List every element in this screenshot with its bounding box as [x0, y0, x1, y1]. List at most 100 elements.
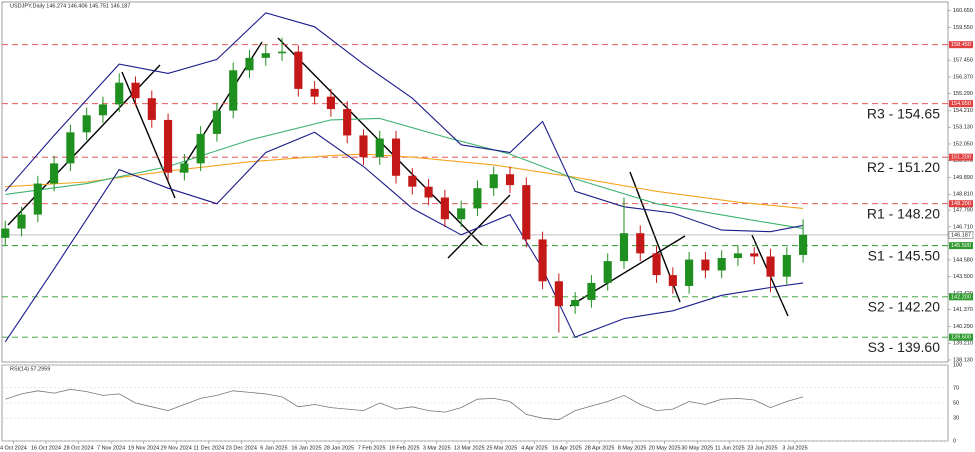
level-box: [949, 293, 973, 301]
candle-body: [408, 175, 417, 187]
level-label: R2 - 151.20: [867, 159, 940, 175]
current-price-label: 146.187: [951, 232, 971, 238]
x-tick-label: 4 Apr 2025: [521, 445, 548, 451]
level-label: S2 - 142.20: [868, 299, 941, 315]
x-tick-label: 7 Feb 2025: [358, 445, 386, 451]
current-price-box: [948, 231, 974, 239]
rsi-tick-label: 50: [953, 400, 959, 406]
y-tick-label: 138.130: [953, 357, 973, 363]
candle-body: [554, 281, 563, 307]
candle-body: [799, 234, 808, 255]
candle-body: [66, 132, 75, 164]
x-tick-label: 11 Jun 2025: [715, 445, 745, 451]
candle-body: [229, 70, 238, 111]
x-tick-label: 16 Apr 2025: [552, 445, 582, 451]
level-price: 139.600: [951, 335, 971, 341]
x-tick-label: 29 Nov 2024: [161, 445, 192, 451]
indicator-line: [5, 153, 804, 209]
candle-body: [261, 53, 270, 58]
y-tick-label: 159.550: [953, 25, 973, 31]
candle-body: [277, 51, 287, 54]
candle-body: [636, 233, 645, 254]
indicator-line: [5, 117, 804, 230]
x-tick-label: 19 Feb 2025: [389, 445, 420, 451]
level-box: [949, 200, 973, 208]
candle-body: [310, 88, 319, 97]
level-price: 151.200: [951, 155, 971, 161]
candle-body: [245, 57, 254, 71]
x-tick-label: 3 Jul 2025: [782, 445, 807, 451]
y-tick-label: 150.970: [953, 158, 973, 164]
rsi-tick-label: 100: [953, 362, 962, 368]
candle-body: [652, 253, 661, 276]
candle-body: [1, 228, 10, 238]
candle-body: [733, 253, 743, 259]
candle-body: [82, 115, 91, 133]
candle-body: [50, 163, 59, 184]
candle-body: [668, 275, 677, 286]
trend-line: [121, 71, 176, 199]
candle-body: [375, 138, 384, 158]
x-tick-label: 16 Jan 2025: [291, 445, 321, 451]
y-tick-label: 144.580: [953, 257, 973, 263]
trend-line: [447, 194, 511, 259]
candle-body: [424, 186, 433, 198]
y-tick-label: 141.370: [953, 307, 973, 313]
y-tick-label: 146.710: [953, 224, 973, 230]
main-panel: [1, 1, 949, 363]
y-tick-label: 139.210: [953, 341, 973, 347]
y-tick-label: 143.500: [953, 274, 973, 280]
candle-body: [766, 256, 775, 277]
candle-body: [164, 119, 173, 173]
candle-body: [33, 183, 42, 215]
x-tick-label: 3 Mar 2025: [423, 445, 451, 451]
candle-body: [98, 104, 108, 116]
level-label: S1 - 145.50: [868, 247, 941, 263]
candle-body: [326, 96, 335, 110]
x-tick-label: 28 Oct 2024: [64, 445, 94, 451]
y-tick-label: 147.790: [953, 208, 973, 214]
level-box: [949, 333, 973, 341]
level-label: R3 - 154.65: [867, 105, 940, 121]
candle-body: [212, 110, 221, 134]
y-tick-label: 152.050: [953, 141, 973, 147]
candle-body: [115, 82, 124, 105]
candle-body: [196, 133, 205, 164]
x-tick-label: 8 May 2025: [618, 445, 647, 451]
y-tick-label: 155.290: [953, 91, 973, 97]
candle-body: [750, 253, 759, 257]
level-box: [949, 242, 973, 250]
candle-body: [391, 138, 401, 176]
x-tick-label: 11 Dec 2024: [193, 445, 224, 451]
candle-body: [701, 259, 710, 271]
y-tick-label: 149.890: [953, 175, 973, 181]
candle-body: [505, 174, 515, 186]
candle-body: [473, 188, 482, 209]
candle-body: [619, 233, 629, 262]
candle-body: [343, 109, 352, 136]
chart-title: USDJPY,Daily 146.274 146.406 145.751 146…: [10, 3, 130, 9]
level-label: S3 - 139.60: [868, 339, 941, 355]
x-tick-label: 23 Dec 2024: [226, 445, 257, 451]
rsi-title: RSI(14) 57.2959: [10, 366, 50, 372]
level-box: [949, 153, 973, 161]
candle-body: [180, 163, 189, 173]
candle-body: [359, 135, 368, 158]
candle-body: [131, 82, 140, 99]
x-tick-label: 23 Jun 2025: [747, 445, 777, 451]
level-price: 145.500: [951, 243, 971, 249]
candle-body: [522, 185, 531, 240]
candle-body: [147, 98, 156, 120]
y-tick-label: 140.290: [953, 324, 973, 330]
candle-body: [717, 258, 726, 271]
rsi-tick-label: 0: [953, 438, 956, 444]
indicator-line: [4, 131, 804, 343]
candle-body: [440, 197, 449, 220]
y-tick-label: 148.810: [953, 192, 973, 198]
level-label: R1 - 148.20: [867, 205, 940, 221]
candle-body: [457, 208, 466, 220]
x-tick-label: 19 Nov 2024: [128, 445, 159, 451]
y-tick-label: 160.650: [953, 8, 973, 14]
